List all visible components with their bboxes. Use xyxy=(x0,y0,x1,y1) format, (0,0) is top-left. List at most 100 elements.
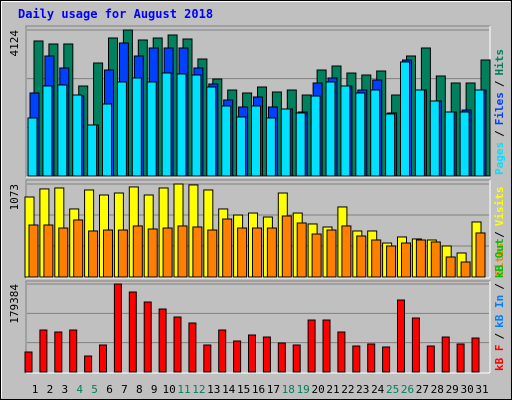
bar xyxy=(460,261,471,278)
x-tick-label: 24 xyxy=(371,383,385,396)
bar xyxy=(326,229,337,278)
bar xyxy=(143,301,152,373)
bar xyxy=(24,351,33,373)
bar xyxy=(158,308,167,373)
bar xyxy=(252,227,262,278)
x-tick-label: 11 xyxy=(177,383,190,396)
bar xyxy=(132,225,143,278)
x-tick-label: 6 xyxy=(106,383,113,396)
bar xyxy=(325,81,336,177)
x-tick-label: 27 xyxy=(416,383,429,396)
bar xyxy=(161,72,172,177)
bar xyxy=(88,230,99,278)
bar xyxy=(203,344,212,373)
bar xyxy=(411,317,420,373)
x-tick-label: 20 xyxy=(311,383,324,396)
x-tick-label: 28 xyxy=(431,383,444,396)
legend-entry: kB Out xyxy=(493,238,506,278)
bar xyxy=(397,299,405,373)
bar xyxy=(401,242,411,278)
bar xyxy=(441,336,450,373)
bar xyxy=(237,227,248,278)
bar xyxy=(307,319,316,373)
bar xyxy=(87,124,98,177)
bar xyxy=(386,245,397,278)
bar xyxy=(310,95,321,177)
bar xyxy=(233,340,242,373)
bar xyxy=(221,105,232,177)
bar xyxy=(73,219,84,278)
y-tick-label: 179384 xyxy=(8,284,21,324)
bar xyxy=(147,228,158,278)
bar xyxy=(236,116,247,177)
bar xyxy=(218,329,227,373)
x-tick-label: 4 xyxy=(76,383,83,396)
x-tick-label: 18 xyxy=(282,383,295,396)
bar xyxy=(352,345,361,373)
bar xyxy=(206,86,217,177)
x-tick-label: 9 xyxy=(151,383,158,396)
bar xyxy=(42,85,53,177)
legend-separator: / xyxy=(493,283,506,290)
x-tick-label: 21 xyxy=(326,383,339,396)
legend: Sites / Visits xyxy=(493,187,506,277)
bar xyxy=(475,232,486,278)
x-tick-label: 12 xyxy=(192,383,205,396)
legend-entry: kB F xyxy=(493,345,506,372)
bar xyxy=(54,331,63,373)
chart-title: Daily usage for August 2018 xyxy=(18,7,213,21)
bar xyxy=(131,77,142,177)
x-tick-label: 15 xyxy=(237,383,250,396)
bar xyxy=(28,224,39,278)
bar xyxy=(292,344,301,373)
bar xyxy=(43,224,54,278)
bar xyxy=(459,111,470,177)
bar xyxy=(311,233,322,278)
bar xyxy=(382,346,391,373)
x-tick-label: 19 xyxy=(297,383,310,396)
bar xyxy=(340,85,351,177)
x-tick-label: 29 xyxy=(446,383,459,396)
bar xyxy=(277,342,286,373)
bar xyxy=(471,337,480,373)
bar xyxy=(356,235,367,278)
bar xyxy=(430,241,441,278)
legend-entry: Files xyxy=(493,92,506,125)
bar xyxy=(191,74,202,177)
x-tick-label: 25 xyxy=(386,383,399,396)
bar xyxy=(296,222,307,278)
bar xyxy=(370,89,381,177)
x-tick-label: 17 xyxy=(267,383,280,396)
bar xyxy=(371,239,382,278)
x-tick-label: 13 xyxy=(207,383,220,396)
x-tick-label: 10 xyxy=(162,383,175,396)
bar xyxy=(72,94,83,177)
bar xyxy=(207,229,218,278)
bar xyxy=(192,226,203,278)
legend-entry: Visits xyxy=(493,187,506,227)
x-tick-label: 8 xyxy=(136,383,143,396)
legend-separator: / xyxy=(493,80,506,87)
bar xyxy=(322,319,331,373)
bar xyxy=(117,229,128,278)
bar xyxy=(456,343,465,373)
bar xyxy=(400,61,410,177)
legend-entry: Pages xyxy=(493,142,506,175)
bar xyxy=(176,73,187,177)
bar xyxy=(69,329,78,373)
x-tick-label: 23 xyxy=(356,383,369,396)
bar xyxy=(385,113,396,177)
bar xyxy=(341,225,352,278)
bar xyxy=(99,344,107,373)
bar xyxy=(39,329,48,373)
bar xyxy=(414,89,425,177)
bar xyxy=(367,343,376,373)
panel xyxy=(25,280,491,374)
bar xyxy=(146,81,157,177)
bar xyxy=(173,316,182,373)
x-tick-label: 30 xyxy=(460,383,473,396)
bar xyxy=(177,225,188,278)
legend-separator: / xyxy=(493,231,506,238)
